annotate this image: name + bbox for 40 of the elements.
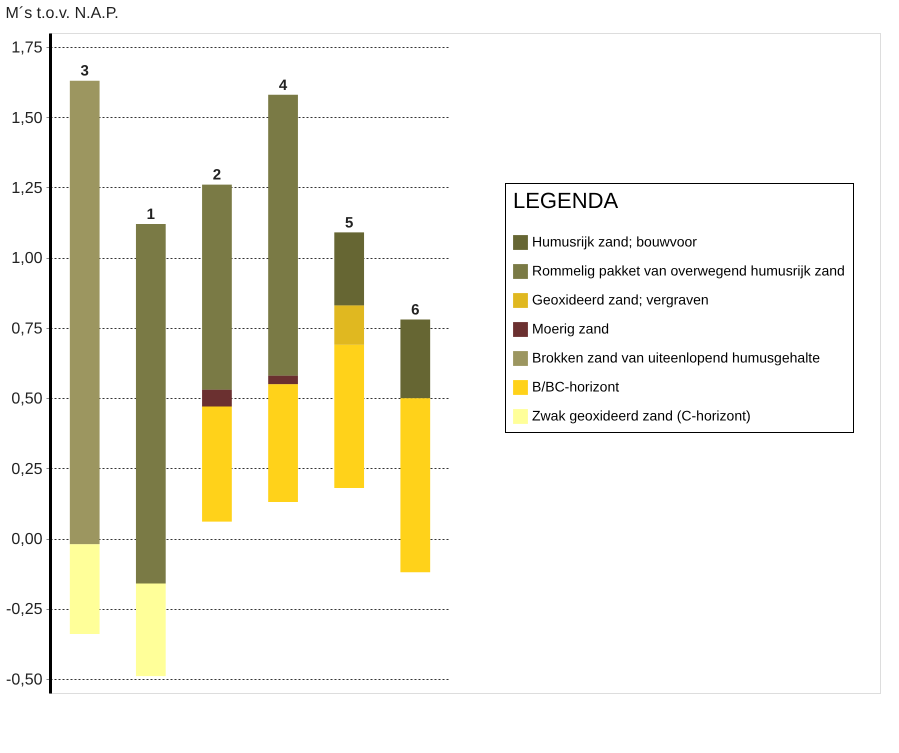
x-tick-label: 4: [278, 76, 288, 94]
x-tick-label: 2: [212, 166, 222, 184]
y-tick-label: -0,50: [6, 671, 43, 688]
legend-label: B/BC-horizont: [532, 378, 620, 394]
y-tick-label: 0,50: [11, 390, 43, 408]
bar: [268, 384, 298, 502]
bar: [202, 406, 232, 522]
x-tick-label: 1: [146, 206, 155, 223]
legend-label: Humusrijk zand; bouwvoor: [532, 234, 698, 250]
bar: [400, 398, 430, 572]
bar: [136, 224, 166, 584]
y-tick-label: 1,75: [11, 40, 43, 57]
y-tick-label: 1,50: [11, 110, 43, 127]
x-tick-label: 6: [411, 301, 420, 318]
y-tick-label: 1,25: [11, 180, 43, 197]
y-tick-label: 0,00: [11, 531, 43, 548]
x-tick-label: 5: [345, 214, 354, 232]
bar: [268, 94, 298, 376]
bar: [334, 344, 364, 488]
legend-label: Moerig zand: [532, 320, 610, 336]
x-tick-label: 3: [80, 62, 89, 80]
legend-label: Rommelig pakket van overwegend humusrijk zand: [532, 262, 845, 278]
bar: [70, 80, 100, 544]
bar: [268, 376, 298, 384]
bar: [136, 583, 166, 676]
bar: [70, 544, 100, 634]
y-tick-label: 0,75: [11, 320, 43, 338]
bar: [202, 390, 232, 407]
y-tick-label: 0,25: [11, 460, 43, 478]
y-tick-label: 1,00: [11, 250, 43, 268]
legend-label: Brokken zand van uiteenlopend humusgehalte: [532, 350, 820, 366]
bar: [334, 305, 364, 345]
y-axis-title: M´s t.o.v. N.A.P.: [6, 5, 119, 22]
legend-label: Geoxideerd zand; vergraven: [532, 292, 709, 308]
bar: [202, 184, 232, 390]
bar: [400, 319, 430, 398]
bar: [334, 232, 364, 306]
legend-title: LEGENDA: [513, 188, 618, 213]
legend-label: Zwak geoxideerd zand (C-horizont): [532, 408, 751, 424]
y-tick-label: -0,25: [6, 601, 43, 618]
